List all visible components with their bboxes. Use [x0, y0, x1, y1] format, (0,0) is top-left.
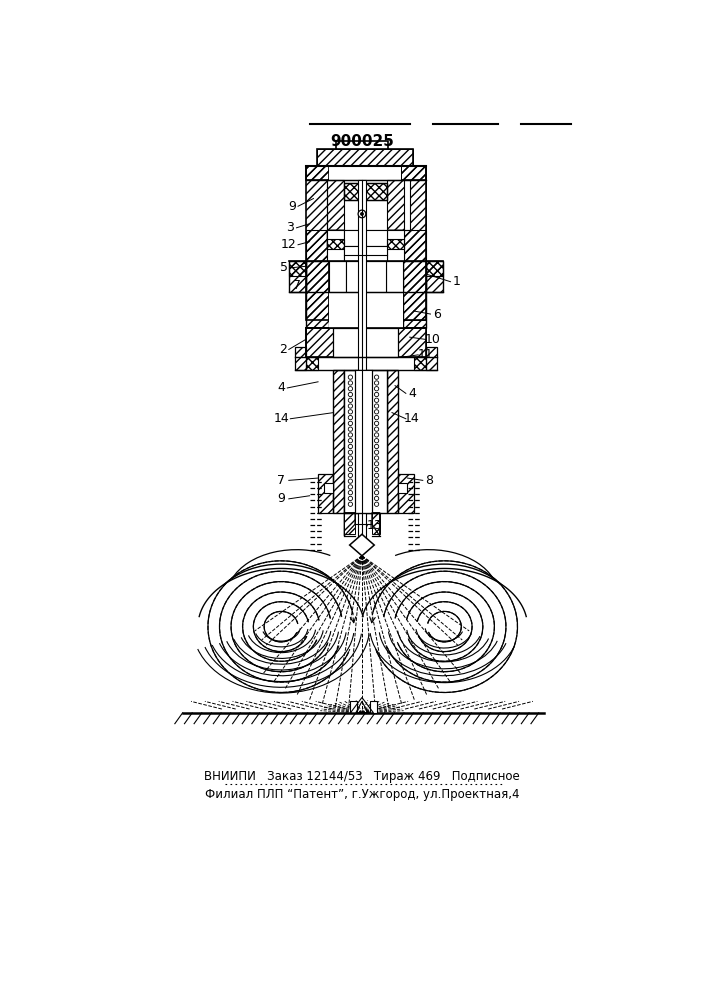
Text: 900025: 900025: [330, 134, 394, 149]
Bar: [288, 261, 305, 292]
Bar: [329, 261, 346, 292]
Bar: [325, 483, 334, 493]
Bar: [305, 328, 426, 357]
Text: 6: 6: [433, 308, 440, 321]
Bar: [305, 328, 426, 357]
Bar: [344, 183, 387, 200]
Text: 3: 3: [286, 221, 294, 234]
Text: 1: 1: [452, 275, 460, 288]
Bar: [327, 239, 344, 249]
Bar: [344, 246, 387, 261]
Bar: [317, 149, 413, 166]
Text: 8: 8: [425, 474, 433, 487]
Bar: [327, 180, 344, 230]
Text: 4: 4: [277, 381, 285, 394]
Bar: [334, 370, 344, 513]
Text: 14: 14: [273, 412, 289, 425]
Text: 7: 7: [293, 279, 300, 292]
Bar: [426, 261, 443, 276]
Bar: [426, 261, 443, 292]
Text: 10: 10: [425, 333, 440, 346]
Bar: [305, 261, 329, 328]
Bar: [372, 513, 380, 534]
Text: 12: 12: [281, 238, 297, 251]
Bar: [414, 357, 426, 370]
Bar: [355, 370, 372, 513]
Bar: [305, 328, 426, 357]
Bar: [387, 370, 398, 513]
Text: 9: 9: [277, 492, 285, 505]
Bar: [327, 180, 411, 230]
Bar: [318, 474, 334, 513]
Bar: [358, 180, 366, 550]
Bar: [398, 483, 407, 493]
Bar: [402, 166, 426, 320]
Bar: [351, 701, 356, 713]
Bar: [370, 701, 377, 713]
Bar: [327, 230, 344, 261]
Bar: [398, 474, 414, 513]
Bar: [387, 239, 404, 249]
Text: 11: 11: [417, 348, 433, 361]
Text: 13: 13: [367, 519, 383, 532]
Bar: [305, 230, 327, 261]
Bar: [344, 183, 387, 200]
Bar: [344, 370, 387, 513]
Bar: [336, 141, 388, 149]
Bar: [344, 230, 387, 246]
Bar: [426, 347, 437, 370]
Bar: [404, 230, 426, 261]
Bar: [295, 347, 305, 370]
Text: 4: 4: [408, 387, 416, 400]
Text: Филиал ПЛП “Патент”, г.Ужгород, ул.Проектная,4: Филиал ПЛП “Патент”, г.Ужгород, ул.Проек…: [205, 788, 519, 801]
Text: 14: 14: [404, 412, 420, 425]
Bar: [403, 261, 426, 328]
Bar: [387, 230, 404, 261]
Bar: [288, 261, 305, 276]
Bar: [329, 166, 402, 320]
Bar: [334, 328, 398, 357]
Bar: [402, 166, 426, 320]
Bar: [305, 166, 329, 320]
Bar: [305, 166, 426, 180]
Text: 2: 2: [279, 343, 286, 356]
Bar: [329, 261, 403, 328]
Text: 5: 5: [280, 261, 288, 274]
Bar: [346, 261, 386, 292]
Circle shape: [361, 212, 363, 215]
Bar: [317, 149, 413, 166]
Bar: [344, 513, 355, 534]
Bar: [387, 180, 404, 230]
Polygon shape: [350, 534, 374, 556]
Text: ВНИИПИ   Заказ 12144/53   Тираж 469   Подписное: ВНИИПИ Заказ 12144/53 Тираж 469 Подписно…: [204, 770, 520, 783]
Bar: [386, 261, 403, 292]
Bar: [305, 357, 318, 370]
Circle shape: [358, 210, 366, 218]
Text: 7: 7: [277, 474, 285, 487]
Text: 9: 9: [288, 200, 296, 213]
